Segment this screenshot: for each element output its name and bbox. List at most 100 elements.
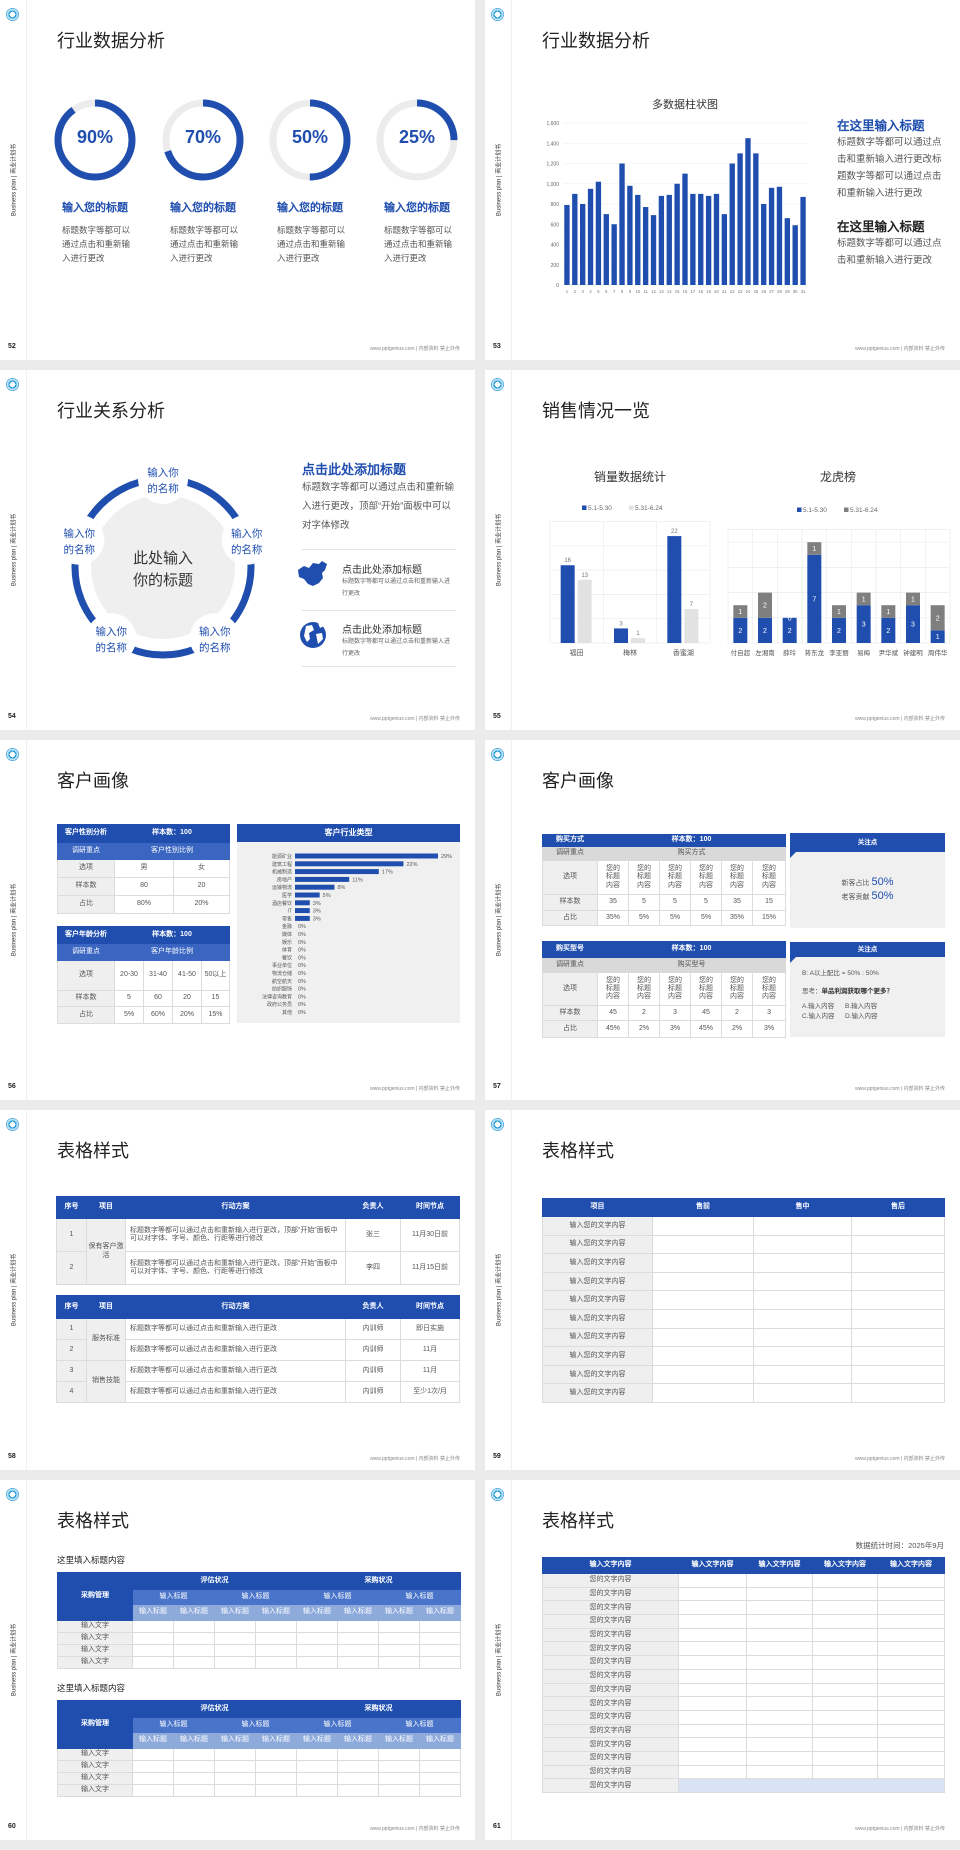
table-cell: 您的文字内容 bbox=[542, 1627, 679, 1643]
focus-value: 50% bbox=[871, 876, 894, 888]
table-cell bbox=[132, 1772, 174, 1785]
y-tick-label: 800 bbox=[551, 202, 560, 208]
table-cell bbox=[877, 1737, 945, 1752]
table-cell: 输入标题 bbox=[419, 1604, 461, 1621]
table-cell: 您的文字内容 bbox=[542, 1641, 679, 1657]
table-cell bbox=[652, 1383, 754, 1403]
category-label: 纺织服饰 bbox=[272, 986, 292, 993]
logo-icon bbox=[491, 1488, 504, 1501]
bar-segment bbox=[832, 617, 846, 643]
table-cell bbox=[173, 1632, 215, 1645]
table-cell: 序号 bbox=[56, 1196, 87, 1219]
age-table: 客户年龄分析 样本数：100 调研重点 客户年龄比例 选项 20-30 31-40 41-50… bbox=[57, 926, 230, 1024]
table-cell: 您的文字内容 bbox=[542, 1573, 679, 1588]
node-label: 的名称 bbox=[231, 543, 263, 556]
bar bbox=[295, 876, 350, 882]
table-cell: 20% bbox=[172, 1006, 202, 1024]
data-label: 11% bbox=[352, 877, 363, 883]
table-cell: 输入文字 bbox=[57, 1644, 133, 1657]
y-tick-label: 200 bbox=[551, 263, 560, 269]
table-cell: 输入文字内容 bbox=[812, 1557, 878, 1574]
table-cell: 11月15日前 bbox=[400, 1251, 460, 1285]
data-label: 2 bbox=[837, 628, 841, 635]
table-subtitle: 这里填入标题内容 bbox=[57, 1555, 126, 1565]
table-cell bbox=[746, 1600, 813, 1616]
industry-bar-chart: 能源矿业 29% 建筑工程 22% 机械制造 17% 房地产 11% 运输物流 8% 医学 5% 酒店餐… bbox=[262, 853, 452, 1016]
table-cell bbox=[337, 1772, 379, 1785]
table-cell bbox=[132, 1760, 174, 1773]
panel-header: 关注点 bbox=[790, 942, 945, 957]
item-desc: 标题数字等都可以通过点击和重新输入进行更改 bbox=[62, 225, 131, 263]
percent-label: 25% bbox=[398, 127, 436, 147]
bar bbox=[761, 204, 767, 285]
table-row: 输入您的文字内容 bbox=[542, 1234, 945, 1255]
table-row: 输入您的文字内容 bbox=[542, 1327, 945, 1348]
table-cell: 输入标题 bbox=[337, 1732, 379, 1749]
bar bbox=[745, 138, 751, 285]
node-label: 输入你 bbox=[199, 625, 231, 638]
x-tick-label: 周伟华 bbox=[928, 648, 948, 657]
table-cell bbox=[214, 1772, 256, 1785]
slide-58: Business plan | 商业计划书 58 表格样式 www.pptgenius… bbox=[0, 1110, 475, 1470]
table-cell: 您的标题内容 bbox=[597, 972, 629, 1006]
footer-text: www.pptgenius.com | 内部资料 禁止外传 bbox=[855, 1086, 945, 1092]
table-row: 您的文字内容 bbox=[542, 1627, 945, 1643]
bar-segment bbox=[832, 605, 846, 618]
x-tick-label: 易梅 bbox=[857, 648, 871, 657]
table-row: 输入文字 bbox=[57, 1644, 461, 1657]
slide-59: Business plan | 商业计划书 59 表格样式 www.pptgenius… bbox=[485, 1110, 960, 1470]
table-cell bbox=[746, 1586, 813, 1602]
table-cell bbox=[296, 1620, 338, 1633]
bar bbox=[295, 892, 320, 898]
node-label: 的名称 bbox=[96, 641, 128, 654]
x-tick-label: 13 bbox=[659, 289, 664, 294]
item-desc: 标题数字等都可以通过点击和重新输入进行更改 bbox=[384, 225, 453, 263]
panel-tab-corner bbox=[790, 957, 796, 963]
side-label: Business plan | 商业计划书 bbox=[11, 1623, 18, 1697]
table-cell bbox=[753, 1216, 852, 1236]
bar bbox=[800, 196, 806, 285]
table-header-row: 输入标题 输入标题 输入标题 输入标题 输入标题 输入标题 输入标题 输入标题 bbox=[58, 1732, 461, 1749]
table-cell: 35 bbox=[597, 894, 629, 911]
legend-label: 5.1-5.30 bbox=[803, 507, 827, 514]
table-header-row: 购买型号 样本数：100 bbox=[542, 941, 787, 958]
table-cell bbox=[214, 1620, 256, 1633]
side-label: Business plan | 商业计划书 bbox=[496, 143, 503, 217]
table-row: 输入您的文字内容 bbox=[542, 1308, 945, 1329]
table-cell bbox=[812, 1682, 878, 1698]
table-cell: 标题数字等都可以通过点击和重新输入进行更改 bbox=[125, 1360, 346, 1382]
table-row: 占比 5% 60% 20% 15% bbox=[57, 1006, 230, 1024]
category-label: 法律咨询教育 bbox=[262, 993, 292, 1000]
data-label: 0% bbox=[298, 987, 306, 993]
table-cell: 输入您的文字内容 bbox=[542, 1364, 653, 1385]
table-cell bbox=[877, 1655, 945, 1670]
x-tick-label: 2 bbox=[574, 289, 577, 294]
bar bbox=[614, 628, 628, 643]
footer-text: www.pptgenius.com | 内部资料 禁止外传 bbox=[855, 346, 945, 352]
project-cell: 销售技能 bbox=[86, 1360, 126, 1403]
divider bbox=[302, 549, 456, 550]
table-row: 您的文字内容 bbox=[542, 1778, 945, 1793]
bar bbox=[572, 193, 578, 285]
item-desc: 标题数字等都可以通过点击和重新输入进行更改 bbox=[170, 225, 239, 263]
table-cell bbox=[678, 1750, 747, 1766]
table-cell: 5 bbox=[690, 894, 722, 911]
table-cell bbox=[652, 1253, 754, 1273]
table-cell bbox=[255, 1784, 297, 1797]
table-cell bbox=[296, 1748, 338, 1761]
table-cell bbox=[851, 1308, 945, 1329]
option: B.输入内容 bbox=[845, 1003, 878, 1010]
table-cell bbox=[337, 1620, 379, 1633]
table-row: 输入您的文字内容 bbox=[542, 1271, 945, 1292]
x-tick-label: 蒋东龙 bbox=[805, 648, 825, 657]
table-cell bbox=[877, 1709, 945, 1725]
progress-ring-item: 70% 输入您的标题 标题数字等都可以通过点击和重新输入进行更改 bbox=[158, 95, 248, 263]
y-tick-label: 1,000 bbox=[546, 182, 559, 188]
bar bbox=[611, 224, 617, 285]
side-label: Business plan | 商业计划书 bbox=[496, 1253, 503, 1327]
bar bbox=[642, 207, 649, 285]
x-tick-label: 19 bbox=[706, 289, 711, 294]
table-cell: 1 bbox=[56, 1218, 87, 1252]
table-cell: 输入标题 bbox=[132, 1732, 174, 1749]
